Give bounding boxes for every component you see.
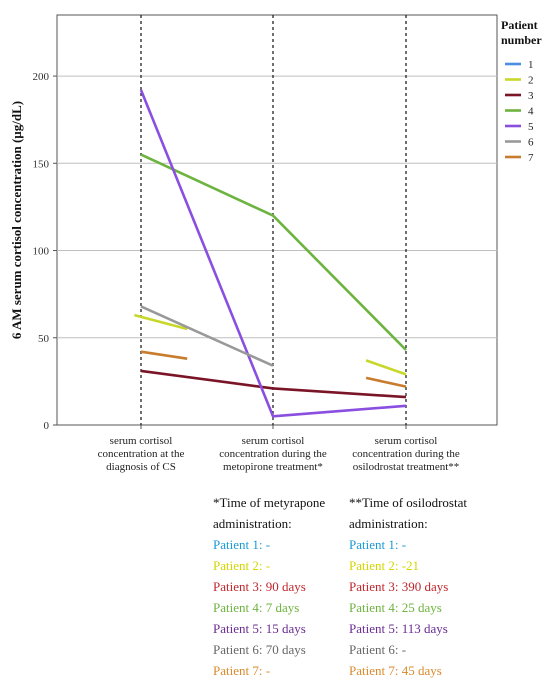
- series-line-patient-3: [140, 369, 407, 399]
- metyrapone-notes-title-1: *Time of metyrapone: [213, 495, 326, 510]
- osilodrostat-notes: **Time of osilodrostat administration: P…: [349, 492, 467, 681]
- legend-label-3: 3: [528, 90, 534, 102]
- x-tick-label: osilodrostat treatment**: [353, 461, 460, 473]
- x-tick-label: concentration at the: [98, 448, 185, 460]
- y-tick-label: 150: [33, 158, 50, 170]
- x-tick-label: concentration during the: [352, 448, 460, 460]
- y-tick-label: 100: [33, 246, 50, 258]
- series-line-patient-6: [140, 305, 274, 367]
- metyrapone-note-item: Patient 7: -: [213, 663, 271, 678]
- osilodrostat-notes-title-1: **Time of osilodrostat: [349, 495, 467, 510]
- legend-label-5: 5: [528, 121, 534, 133]
- osilodrostat-note-item: Patient 3: 390 days: [349, 579, 449, 594]
- series-line-patient-4: [140, 153, 407, 351]
- plot-frame: [56, 14, 498, 426]
- x-tick-label: serum cortisol: [375, 435, 438, 447]
- osilodrostat-note-item: Patient 1: -: [349, 537, 407, 552]
- series-line-patient-5: [139, 89, 407, 418]
- x-tick-label: serum cortisol: [110, 435, 173, 447]
- x-tick-label: serum cortisol: [242, 435, 305, 447]
- osilodrostat-note-item: Patient 5: 113 days: [349, 621, 448, 636]
- series-line-patient-2: [365, 359, 407, 376]
- legend-label-4: 4: [528, 106, 534, 118]
- series-line-patient-7: [140, 350, 188, 360]
- metyrapone-note-item: Patient 4: 7 days: [213, 600, 300, 615]
- metyrapone-notes: *Time of metyrapone administration: Pati…: [213, 492, 325, 681]
- legend-label-6: 6: [528, 137, 534, 149]
- metyrapone-notes-title-2: administration:: [213, 516, 292, 531]
- y-tick-label: 200: [33, 71, 50, 83]
- y-axis-label: 6 AM serum cortisol concentration (µg/dL…: [9, 101, 24, 339]
- osilodrostat-note-item: Patient 6: -: [349, 642, 407, 657]
- metyrapone-note-item: Patient 5: 15 days: [213, 621, 306, 636]
- metyrapone-note-item: Patient 2: -: [213, 558, 271, 573]
- y-tick-label: 0: [44, 420, 50, 432]
- x-tick-label: diagnosis of CS: [106, 461, 176, 473]
- metyrapone-note-item: Patient 3: 90 days: [213, 579, 306, 594]
- osilodrostat-note-item: Patient 2: -21: [349, 558, 420, 573]
- legend-label-1: 1: [528, 59, 534, 71]
- series-line-patient-7: [365, 376, 407, 388]
- x-tick-label: metopirone treatment*: [223, 461, 323, 473]
- osilodrostat-note-item: Patient 4: 25 days: [349, 600, 442, 615]
- legend-label-7: 7: [528, 152, 534, 164]
- series-line-patient-2: [134, 313, 188, 331]
- metyrapone-note-item: Patient 6: 70 days: [213, 642, 306, 657]
- x-tick-label: concentration during the: [219, 448, 327, 460]
- legend-title: number: [501, 33, 542, 47]
- osilodrostat-note-item: Patient 7: 45 days: [349, 663, 442, 678]
- osilodrostat-notes-title-2: administration:: [349, 516, 428, 531]
- legend-label-2: 2: [528, 75, 534, 87]
- legend-title: Patient: [501, 18, 538, 32]
- metyrapone-note-item: Patient 1: -: [213, 537, 271, 552]
- y-tick-label: 50: [38, 333, 50, 345]
- line-chart: 0 50 100 150 200 6 AM serum cortisol concentr…: [9, 14, 542, 473]
